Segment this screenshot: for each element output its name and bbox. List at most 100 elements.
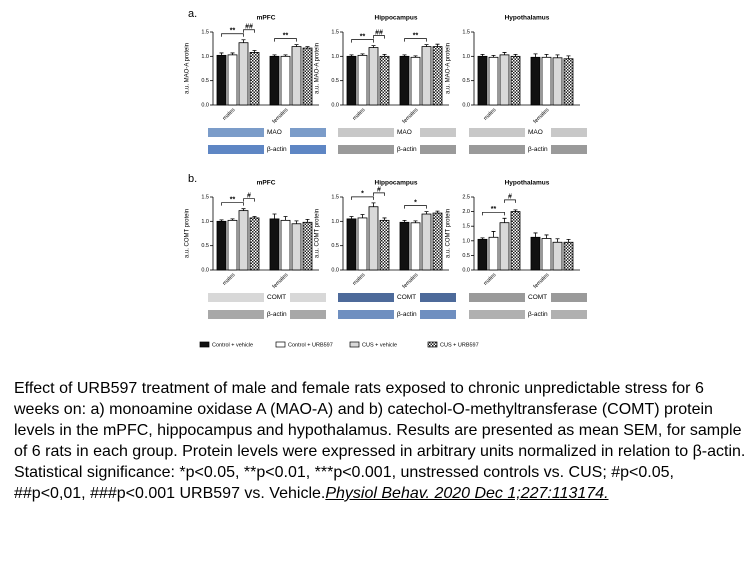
error-bar <box>294 44 299 47</box>
bar <box>280 219 291 271</box>
bar <box>291 46 302 106</box>
bar <box>346 55 357 106</box>
y-tick-label: 0.5 <box>331 243 339 249</box>
error-bar <box>241 39 246 43</box>
bar <box>216 220 227 271</box>
caption-text: Effect of URB597 treatment of male and f… <box>14 380 746 502</box>
significance-label: # <box>247 193 251 200</box>
y-axis-label: a.u. COMT protein <box>446 209 452 258</box>
significance-bracket <box>373 192 385 196</box>
x-tick-label: females <box>272 107 290 125</box>
error-bar <box>435 43 440 47</box>
bar <box>541 56 552 106</box>
bar <box>421 213 432 271</box>
bar <box>563 241 574 271</box>
error-bar <box>305 218 310 223</box>
y-tick-label: 0.0 <box>462 267 470 273</box>
bar <box>249 217 260 271</box>
error-bar <box>402 219 407 223</box>
chart-title: Hippocampus <box>375 180 418 187</box>
blot-label: MAO <box>528 129 543 136</box>
bar <box>399 221 410 271</box>
blot-label: β-actin <box>397 146 417 153</box>
legend-swatch <box>427 341 438 348</box>
bar <box>269 55 280 106</box>
bar <box>249 52 260 106</box>
significance-label: ** <box>230 197 236 204</box>
error-bar <box>502 217 507 223</box>
bar <box>346 218 357 271</box>
significance-bracket <box>504 199 516 203</box>
y-tick-label: 1.5 <box>201 29 209 35</box>
bar <box>379 219 390 271</box>
blot-label: β-actin <box>528 146 548 153</box>
panel-label: a. <box>188 8 197 20</box>
significance-bracket <box>243 29 255 33</box>
error-bar <box>413 220 418 223</box>
y-tick-label: 0.5 <box>331 78 339 84</box>
error-bar <box>533 232 538 238</box>
error-bar <box>544 53 549 58</box>
error-bar <box>360 214 365 218</box>
x-tick-label: females <box>402 107 420 125</box>
x-tick-label: females <box>533 272 551 290</box>
y-tick-label: 1.0 <box>201 219 209 225</box>
figure: a. b. mPFC a.u. MAO-A protein 0.0 0.5 1.0 1.5… <box>185 8 587 348</box>
blot-label: β-actin <box>528 311 548 318</box>
bar <box>357 54 368 106</box>
x-tick-label: males <box>352 107 367 122</box>
x-tick-label: females <box>533 107 551 125</box>
y-axis-label: a.u. MAO-A protein <box>446 43 452 94</box>
blot <box>469 145 525 154</box>
chart-title: Hippocampus <box>375 15 418 22</box>
blot <box>338 128 394 137</box>
bar <box>552 57 563 106</box>
blot-label: COMT <box>267 294 286 301</box>
y-tick-label: 0.0 <box>201 102 209 108</box>
error-bar <box>513 209 518 212</box>
x-tick-label: males <box>352 272 367 287</box>
bar <box>530 236 541 271</box>
significance-label: ** <box>491 206 497 213</box>
significance-bracket <box>404 38 427 42</box>
bar <box>280 55 291 106</box>
blot <box>338 310 394 319</box>
y-tick-label: 2.5 <box>462 194 470 200</box>
y-axis-label: a.u. COMT protein <box>315 209 321 258</box>
y-tick-label: 0.0 <box>331 102 339 108</box>
bar <box>541 238 552 271</box>
y-tick-label: 1.5 <box>201 194 209 200</box>
y-axis-label: a.u. MAO-A protein <box>185 43 191 94</box>
y-tick-label: 0.0 <box>201 267 209 273</box>
bar <box>269 218 280 271</box>
error-bar <box>272 54 277 57</box>
x-tick-label: females <box>402 272 420 290</box>
significance-bracket <box>274 38 297 42</box>
significance-label: ** <box>230 28 236 35</box>
error-bar <box>219 52 224 56</box>
x-tick-label: males <box>483 107 498 122</box>
bar <box>552 241 563 271</box>
citation-link[interactable]: Physiol Behav. 2020 Dec 1;227:113174. <box>325 485 609 502</box>
significance-bracket <box>243 198 255 202</box>
blot <box>469 128 525 137</box>
error-bar <box>252 216 257 218</box>
blot <box>551 145 587 154</box>
y-tick-label: 1.0 <box>331 54 339 60</box>
error-bar <box>424 211 429 215</box>
error-bar <box>283 216 288 221</box>
blot-label: COMT <box>397 294 416 301</box>
bar <box>477 238 488 271</box>
bar <box>302 47 313 106</box>
error-bar <box>241 208 246 211</box>
y-tick-label: 1.0 <box>201 54 209 60</box>
bar <box>238 210 249 271</box>
bar <box>379 55 390 106</box>
error-bar <box>382 217 387 221</box>
error-bar <box>555 238 560 243</box>
significance-bracket <box>404 205 427 209</box>
x-tick-label: males <box>483 272 498 287</box>
significance-label: ## <box>375 29 383 36</box>
error-bar <box>382 53 387 57</box>
